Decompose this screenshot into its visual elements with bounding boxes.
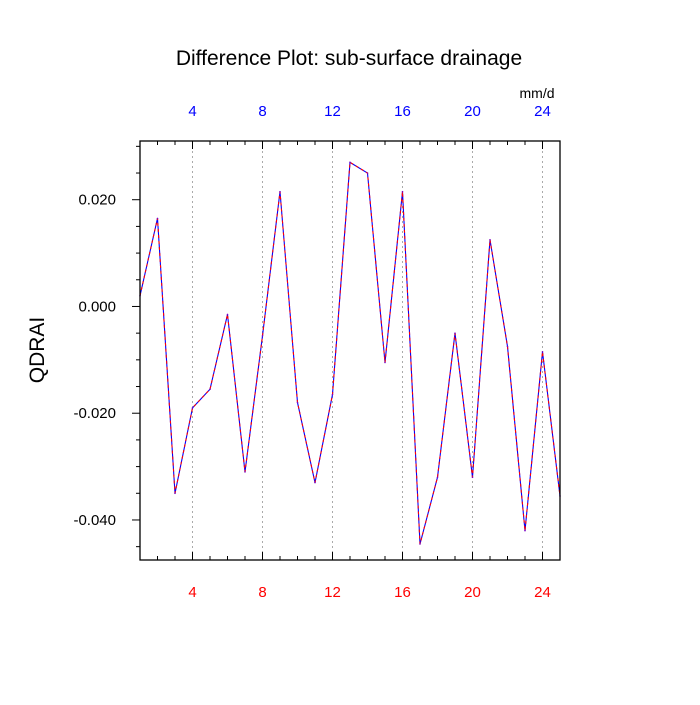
x-tick-label-top: 4: [188, 103, 196, 120]
y-tick-label: -0.040: [73, 512, 116, 529]
x-tick-label-bottom: 4: [188, 584, 196, 601]
data-point: [296, 401, 299, 404]
x-tick-label-top: 16: [394, 103, 411, 120]
data-point: [454, 332, 456, 334]
data-point: [331, 393, 334, 396]
y-tick-label: 0.020: [78, 192, 116, 209]
series-layer: [139, 161, 561, 545]
plot-frame: [139, 140, 561, 561]
data-point: [349, 161, 351, 164]
grid-layer: [192, 141, 543, 560]
y-tick-label: 0.000: [78, 298, 116, 315]
x-tick-label-top: 12: [324, 103, 341, 120]
data-point: [209, 388, 211, 391]
x-tick-label-bottom: 8: [258, 584, 266, 601]
data-point: [366, 172, 369, 174]
x-tick-label-top: 20: [464, 103, 481, 120]
data-point: [384, 361, 386, 364]
x-tick-label-bottom: 24: [534, 584, 551, 601]
series-line-b: [139, 161, 561, 545]
x-tick-label-bottom: 16: [394, 584, 411, 601]
data-point: [244, 471, 246, 473]
data-point: [261, 335, 264, 337]
x-tick-label-top: 8: [258, 103, 266, 120]
chart-title: Difference Plot: sub-surface drainage: [176, 47, 522, 70]
data-point: [314, 481, 316, 484]
data-point: [436, 476, 439, 479]
data-point: [541, 351, 544, 353]
x-tick-label-top: 24: [534, 103, 551, 120]
data-point: [489, 238, 491, 241]
y-axis-label: QDRAI: [26, 317, 49, 384]
data-point: [401, 190, 404, 193]
data-point: [506, 345, 509, 348]
data-point: [279, 190, 281, 193]
data-point: [174, 492, 176, 495]
data-point: [191, 407, 194, 409]
series-line-a: [139, 161, 561, 545]
units-label: mm/d: [520, 85, 555, 101]
data-point: [471, 476, 474, 479]
data-point: [156, 217, 159, 220]
tick-layer: [132, 141, 561, 560]
y-tick-label: -0.020: [73, 405, 116, 422]
data-point: [524, 529, 526, 532]
data-point: [226, 313, 229, 316]
data-point: [419, 543, 421, 545]
tick-label-layer: 4 4 8 8 12 12 16 16 20 20 24 24 0.020 0.000 -0.020 -0.0…: [73, 103, 550, 601]
x-tick-label-bottom: 12: [324, 584, 341, 601]
x-tick-label-bottom: 20: [464, 584, 481, 601]
